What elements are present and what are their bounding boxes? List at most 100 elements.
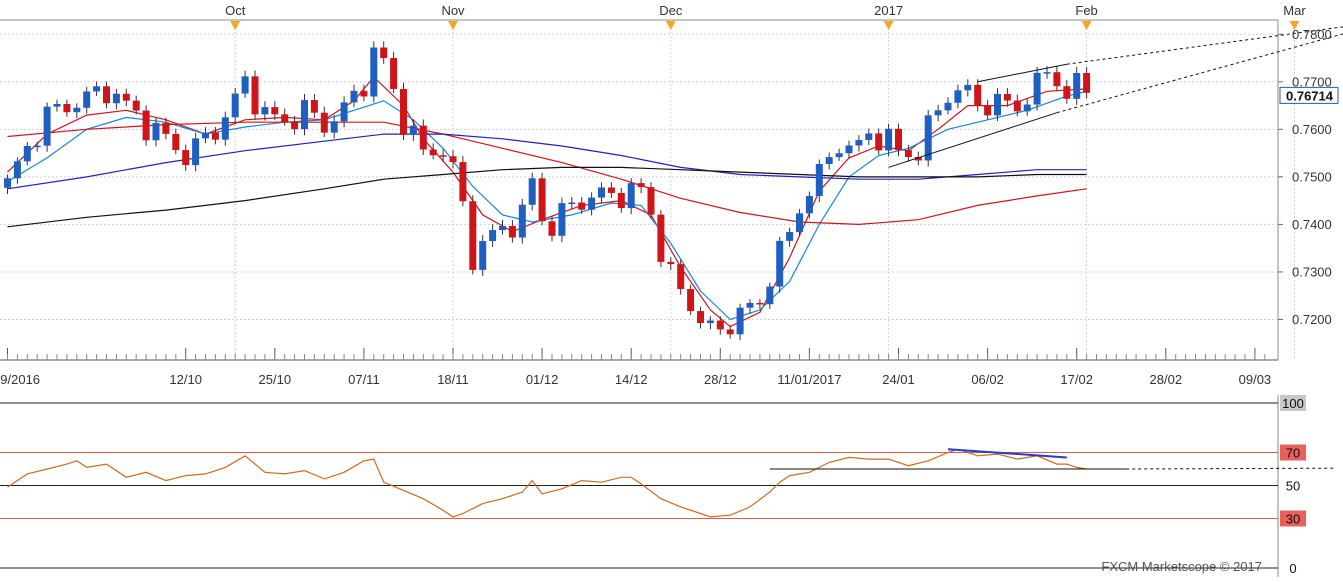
candle-up (409, 125, 417, 135)
month-label: Nov (441, 3, 465, 18)
osc-level-label: 50 (1286, 479, 1300, 494)
candle-up (53, 103, 61, 107)
candle-down (291, 121, 299, 130)
date-label: 25/10 (259, 372, 292, 387)
candle-up (1043, 72, 1051, 74)
month-marker-icon (1081, 21, 1092, 30)
candle-down (429, 149, 437, 156)
candle-up (815, 163, 823, 196)
date-label: 06/02 (971, 372, 1004, 387)
candle-up (83, 91, 91, 108)
candle-up (796, 213, 803, 233)
candle-down (716, 320, 724, 330)
candle-up (786, 232, 794, 241)
candle-down (617, 192, 625, 209)
month-label: Feb (1075, 3, 1097, 18)
candle-down (281, 114, 289, 122)
candle-down (449, 156, 457, 163)
price-tick-label: 0.7300 (1292, 264, 1332, 279)
candle-up (558, 203, 566, 236)
candle-up (568, 202, 576, 205)
moving-average-line (7, 76, 1087, 328)
date-label: 01/12 (526, 372, 559, 387)
candle-down (419, 125, 427, 150)
candle-up (994, 93, 1001, 116)
candle-up (479, 241, 487, 270)
candle-up (23, 145, 31, 162)
series-layer (4, 26, 1343, 518)
price-tick-label: 0.7600 (1292, 122, 1332, 137)
candle-up (518, 204, 526, 238)
candle-down (538, 178, 546, 222)
candle-up (598, 187, 605, 198)
candle-down (310, 100, 318, 113)
oscillator-overlay-line (1126, 467, 1335, 470)
candle-up (528, 178, 536, 205)
date-label: 07/11 (348, 372, 380, 387)
candle-up (261, 107, 269, 115)
candle-down (271, 107, 279, 115)
candle-down (211, 132, 219, 140)
candle-down (400, 88, 407, 135)
candle-up (43, 106, 51, 146)
candle-down (390, 58, 398, 89)
candle-up (370, 47, 378, 97)
candle-down (182, 150, 190, 166)
candle-up (885, 128, 893, 151)
candle-down (142, 110, 150, 141)
candle-up (93, 86, 101, 92)
candle-down (132, 100, 140, 111)
candle-down (162, 122, 170, 134)
candle-down (974, 84, 982, 106)
candle-up (627, 183, 635, 209)
candle-down (439, 155, 447, 157)
candle-down (1083, 72, 1091, 93)
candle-down (548, 221, 556, 236)
candle-down (459, 162, 467, 202)
price-tick-label: 0.7200 (1292, 312, 1332, 327)
date-label: 15/09/2016 (0, 372, 40, 387)
candle-down (251, 76, 259, 115)
last-price-badge (1279, 86, 1339, 104)
candle-down (756, 302, 764, 305)
osc-level-badge (1280, 560, 1306, 576)
trend-line (1066, 26, 1343, 65)
price-tick-label: 0.7500 (1292, 169, 1332, 184)
candle-up (746, 302, 754, 308)
candle-down (607, 187, 615, 193)
trend-line (888, 112, 1058, 168)
candle-up (776, 240, 784, 287)
candle-down (637, 183, 645, 188)
date-label: 28/12 (704, 372, 737, 387)
candle-up (73, 107, 81, 113)
oscillator-line (7, 448, 1087, 518)
month-marker-icon (883, 21, 894, 30)
candle-up (231, 93, 239, 118)
oscillator-overlay-line (947, 448, 1067, 459)
month-label: Oct (225, 3, 246, 18)
date-label: 11/01/2017 (777, 372, 841, 387)
price-tick-label: 0.7700 (1292, 74, 1332, 89)
moving-average-line (7, 121, 1087, 226)
candle-up (805, 195, 813, 214)
candle-down (508, 225, 516, 238)
price-tick-label: 0.7400 (1292, 217, 1332, 232)
candle-down (1053, 72, 1061, 87)
month-marker-icon (665, 21, 676, 30)
candle-up (221, 117, 229, 140)
price-tick-label: 0.7800 (1292, 27, 1332, 42)
date-label: 28/02 (1150, 372, 1183, 387)
candle-up (499, 225, 506, 231)
candle-down (904, 150, 912, 157)
candle-up (588, 197, 596, 210)
month-label: 2017 (874, 3, 903, 18)
candle-up (706, 320, 714, 324)
candle-up (330, 121, 338, 133)
month-marker-icon (1289, 21, 1300, 30)
month-marker-icon (230, 21, 241, 30)
candle-up (152, 122, 160, 141)
candle-up (350, 90, 358, 103)
grid-layer (0, 19, 1295, 577)
candle-up (4, 178, 11, 188)
date-label: 18/11 (437, 372, 469, 387)
